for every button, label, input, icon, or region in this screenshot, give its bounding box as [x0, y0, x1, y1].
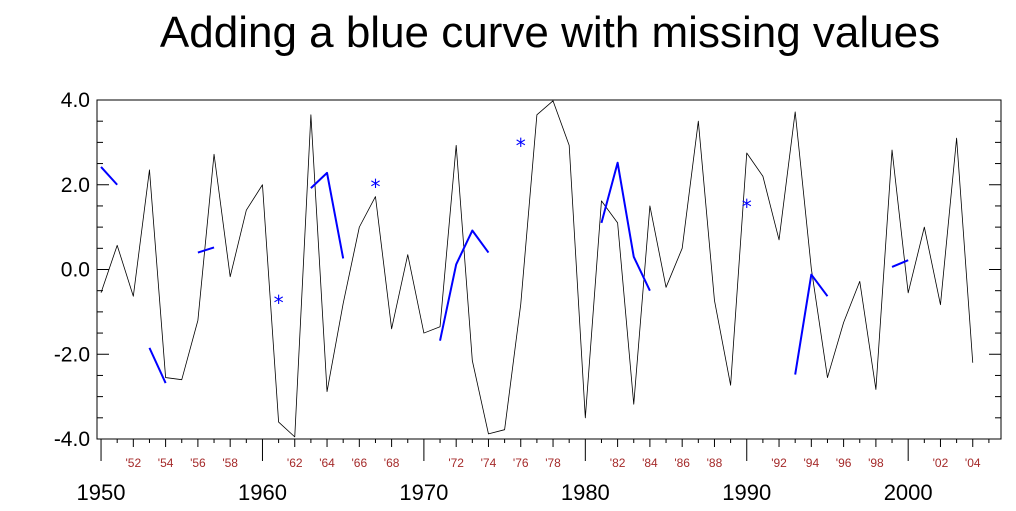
- x-minor-tick-label: '52: [126, 456, 142, 470]
- y-tick-label: -4.0: [54, 428, 90, 451]
- x-minor-tick-label: '04: [965, 456, 981, 470]
- x-major-tick-label: 1950: [77, 480, 126, 505]
- x-minor-tick-label: '56: [190, 456, 206, 470]
- x-minor-tick-label: '66: [352, 456, 368, 470]
- y-tick-label: 2.0: [61, 174, 90, 197]
- series-1-point-marker: *: [742, 195, 752, 219]
- x-minor-tick-label: '64: [319, 456, 335, 470]
- y-tick-label: -2.0: [54, 343, 90, 366]
- series-1-point-marker: *: [370, 175, 380, 199]
- series-1-line: [891, 259, 909, 268]
- series-1-line: [148, 347, 167, 384]
- x-minor-tick-label: '78: [545, 456, 561, 470]
- x-minor-tick-label: '98: [868, 456, 884, 470]
- x-minor-tick-label: '54: [158, 456, 174, 470]
- plot-frame: [96, 99, 1002, 440]
- x-minor-tick-label: '86: [674, 456, 690, 470]
- x-minor-tick-label: '74: [481, 456, 497, 470]
- x-minor-tick-label: '62: [287, 456, 303, 470]
- series-1-line: [310, 171, 345, 259]
- series-1-line: [100, 166, 118, 186]
- series-1-line: [439, 229, 490, 341]
- x-major-tick-label: 1960: [238, 480, 287, 505]
- chart-title: Adding a blue curve with missing values: [160, 8, 940, 57]
- x-major-tick-label: 1980: [561, 480, 610, 505]
- x-minor-tick-label: '68: [384, 456, 400, 470]
- y-tick-label: 4.0: [61, 89, 90, 112]
- series-0-line: [100, 100, 974, 438]
- x-minor-tick-label: '84: [642, 456, 658, 470]
- x-minor-tick-label: '76: [513, 456, 529, 470]
- x-minor-tick-label: '88: [707, 456, 723, 470]
- x-axis: 1950 1960 1970 1980 1990 2000 '52 '54 '56 '58 '62 '…: [77, 439, 990, 505]
- x-major-tick-label: 2000: [884, 480, 933, 505]
- y-tick-label: 0.0: [61, 259, 90, 282]
- series-1-point-marker: *: [516, 134, 526, 158]
- x-minor-tick-label: '72: [448, 456, 464, 470]
- x-minor-tick-label: '92: [771, 456, 787, 470]
- x-minor-tick-label: '94: [804, 456, 820, 470]
- x-minor-tick-label: '82: [610, 456, 626, 470]
- series-1-line: [600, 161, 651, 292]
- series-1-line: [794, 273, 829, 375]
- x-minor-tick-label: '96: [836, 456, 852, 470]
- x-minor-tick-label: '02: [933, 456, 949, 470]
- series-layer: * * * *: [100, 100, 974, 438]
- y-axis: -4.0 -2.0 0.0 2.0 4.0: [54, 89, 1001, 451]
- x-major-tick-label: 1970: [399, 480, 448, 505]
- series-1-line: [197, 246, 215, 254]
- series-1-point-marker: *: [274, 291, 284, 315]
- x-minor-tick-label: '58: [222, 456, 238, 470]
- x-major-tick-label: 1990: [722, 480, 771, 505]
